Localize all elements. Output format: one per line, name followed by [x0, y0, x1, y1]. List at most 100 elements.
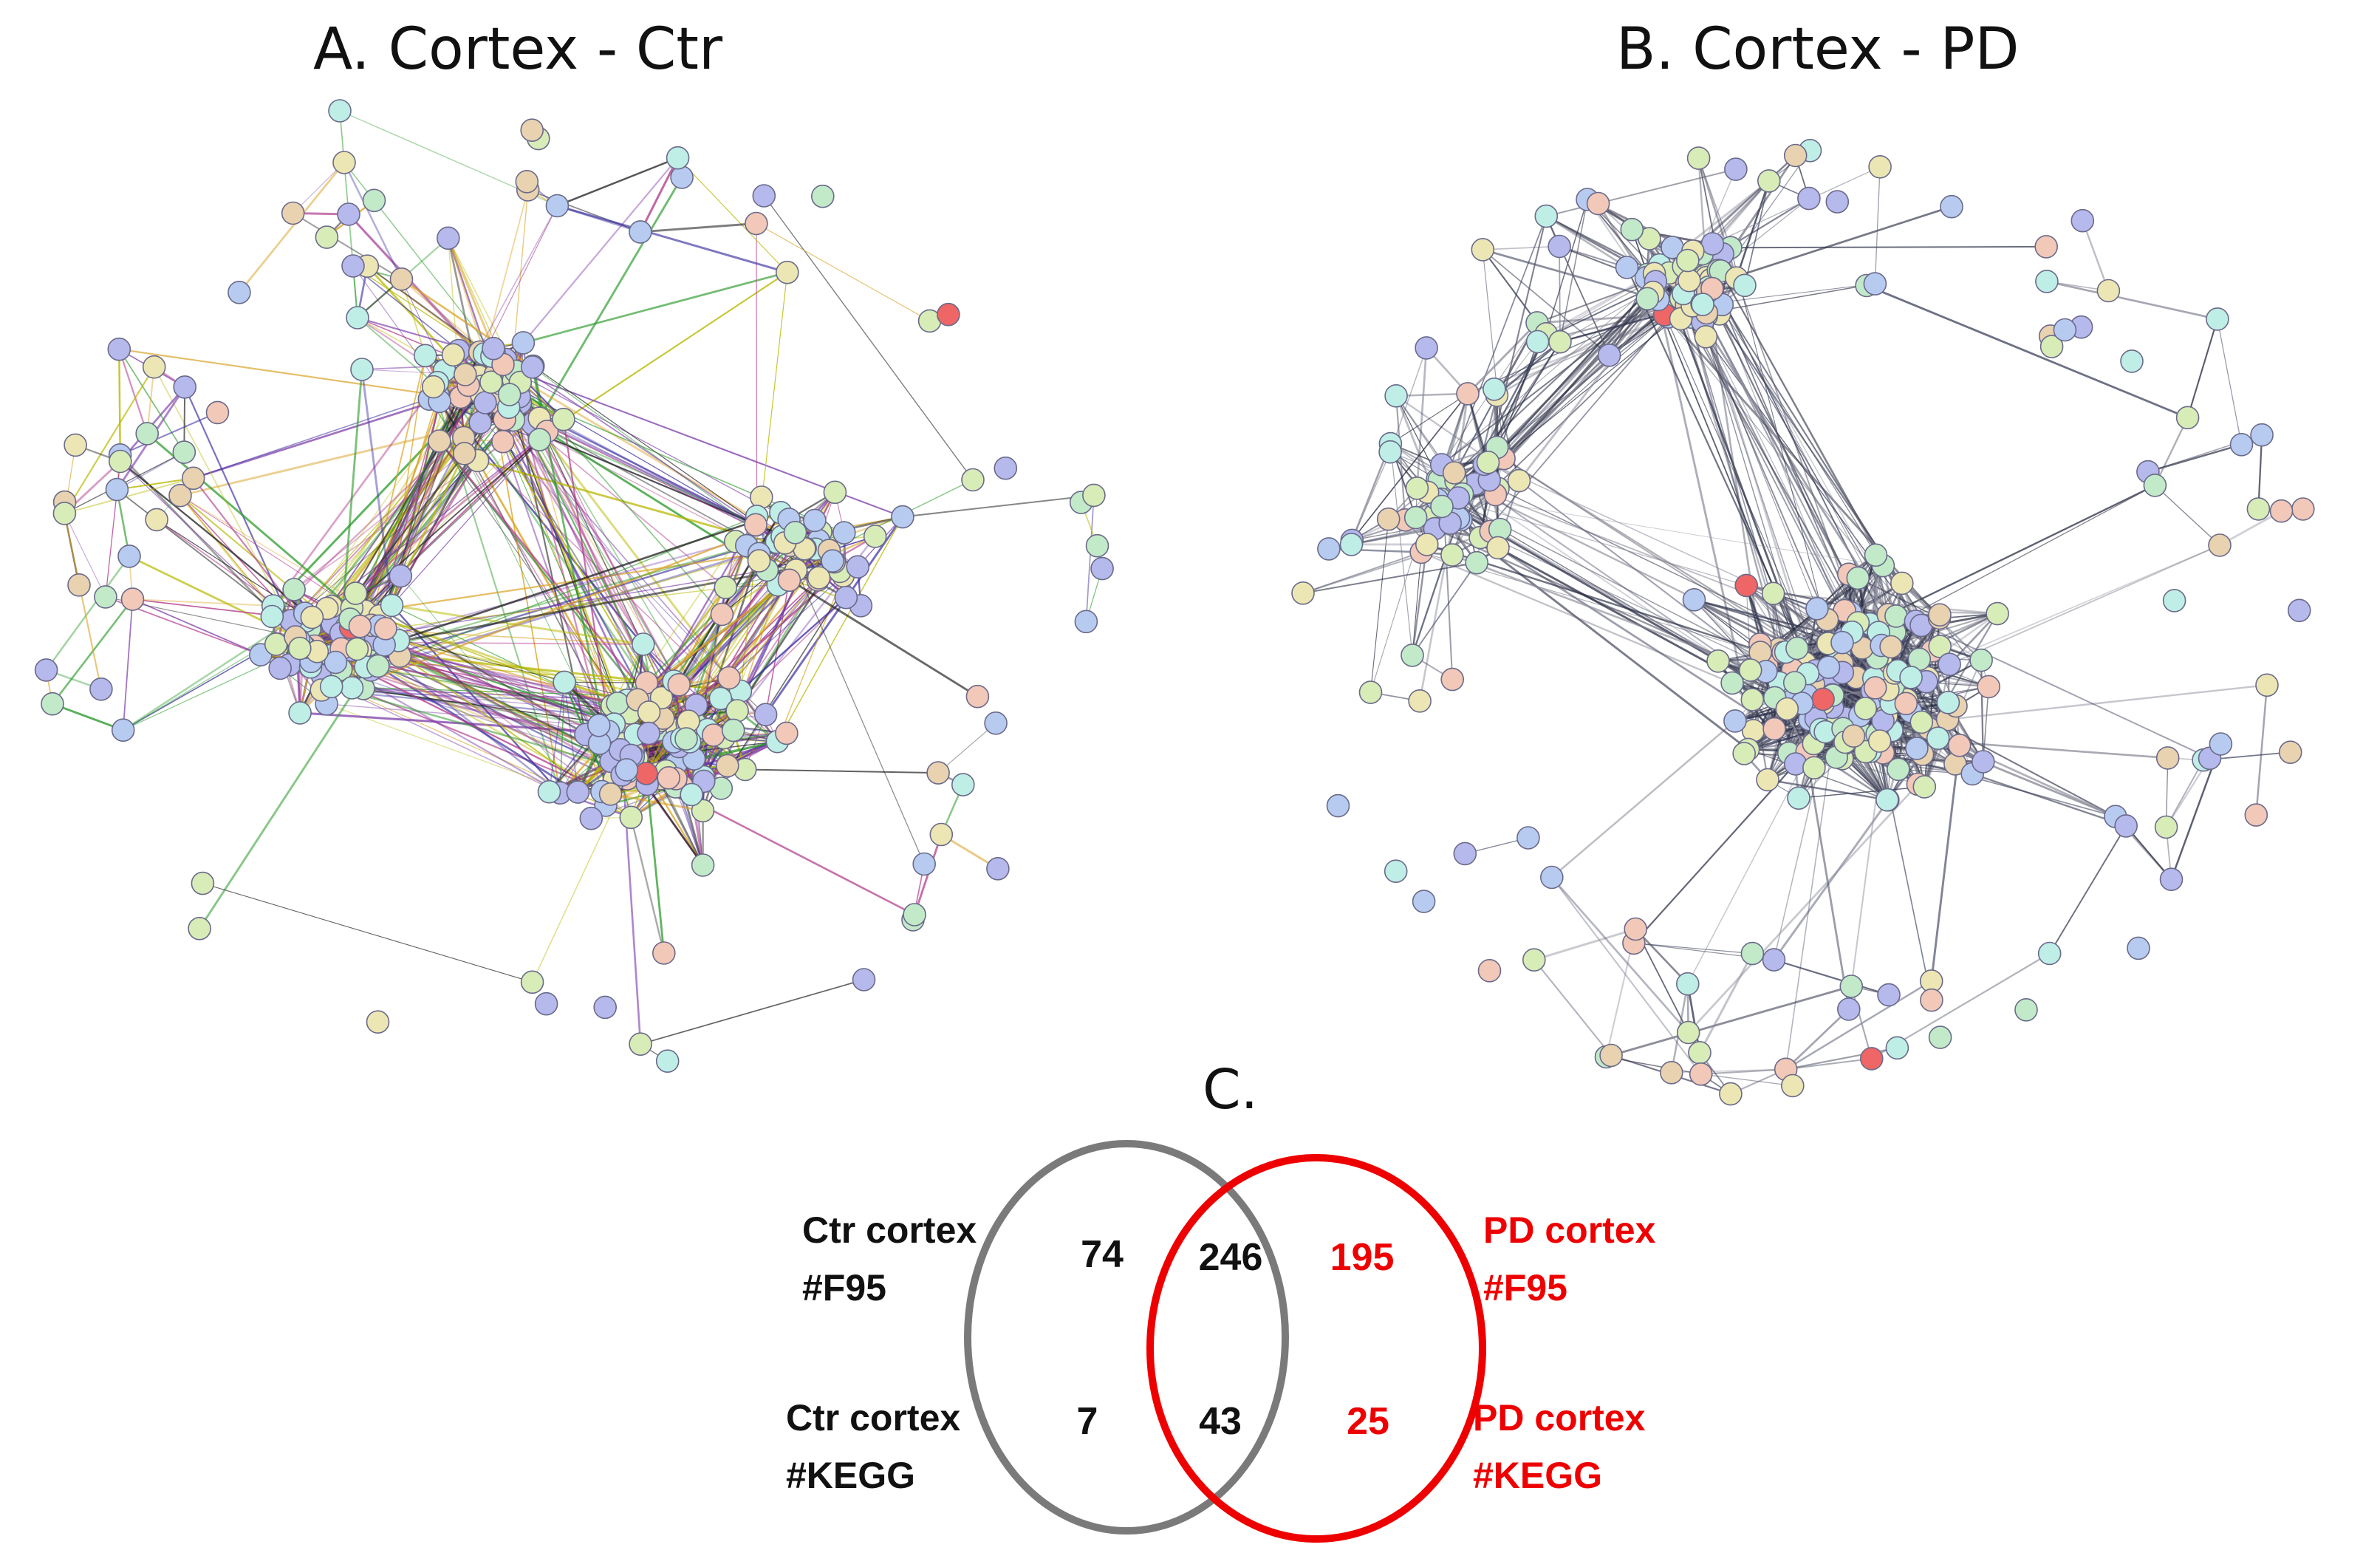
network-node: [2287, 598, 2311, 623]
network-node: [1291, 581, 1315, 605]
network-pd-cortex: [1291, 139, 2315, 1106]
network-edge: [1980, 660, 1984, 762]
network-node: [1615, 256, 1639, 279]
network-edge: [1494, 341, 1561, 390]
network-edge: [1545, 276, 1647, 335]
network-node: [1465, 550, 1489, 575]
network-edge: [1482, 249, 1538, 324]
network-node: [173, 375, 196, 399]
network-node: [2114, 814, 2138, 838]
network-node: [2229, 432, 2254, 457]
network-edge: [1457, 333, 1548, 499]
network-edge: [1480, 316, 1669, 539]
network-node: [348, 614, 372, 638]
network-node: [926, 761, 950, 785]
network-node: [1879, 635, 1903, 659]
network-edge: [120, 460, 313, 618]
network-edge: [776, 576, 844, 742]
network-node: [657, 765, 681, 790]
network-edge: [391, 439, 540, 606]
network-node: [1700, 232, 1725, 256]
network-edge: [1882, 564, 1940, 616]
network-node: [1890, 571, 1914, 595]
network-node: [1678, 268, 1701, 293]
network-node: [1477, 959, 1502, 983]
network-node: [1905, 737, 1929, 760]
network-node: [986, 857, 1010, 881]
network-node: [288, 701, 312, 725]
network-node: [315, 225, 339, 249]
network-edge: [123, 619, 292, 731]
network-node: [714, 576, 738, 600]
network-edge: [687, 553, 761, 722]
network-node: [691, 799, 715, 823]
network-node: [1936, 690, 1960, 714]
network-edge: [523, 271, 788, 344]
network-node: [413, 344, 437, 368]
network-node: [1548, 330, 1572, 354]
network-edge: [745, 768, 939, 774]
network-edge: [1610, 985, 1852, 1057]
network-node: [2162, 589, 2186, 612]
network-node: [1775, 697, 1799, 721]
network-edge: [1482, 248, 1659, 301]
network-edge: [499, 363, 790, 520]
network-edge: [1546, 168, 1737, 217]
network-edge: [1085, 495, 1095, 622]
network-node: [337, 202, 360, 226]
network-node: [1863, 676, 1887, 700]
panel-a-title: A. Cortex - Ctr: [313, 16, 723, 83]
network-node: [1317, 537, 1341, 561]
network-edge: [784, 542, 925, 864]
network-node: [821, 549, 844, 573]
network-edge: [349, 381, 492, 620]
network-edge: [1533, 959, 1612, 1057]
network-node: [380, 593, 404, 618]
network-edge: [2217, 318, 2243, 445]
network-edge: [1712, 166, 1881, 245]
network-edge: [352, 687, 615, 725]
network-edge: [368, 646, 623, 776]
network-edge: [1687, 783, 1919, 1034]
network-node: [1947, 733, 1972, 757]
network-node: [452, 442, 476, 465]
network-node: [1548, 234, 1571, 259]
network-node: [1688, 1041, 1712, 1065]
network-node: [863, 525, 887, 548]
network-node: [2014, 998, 2038, 1022]
network-node: [1507, 468, 1531, 493]
network-node: [674, 727, 698, 751]
network-edge: [343, 162, 403, 280]
network-edge: [275, 644, 301, 714]
network-node: [1785, 636, 1809, 661]
network-node: [1877, 983, 1901, 1007]
network-edge: [132, 598, 273, 607]
network-node: [1863, 272, 1887, 296]
network-edge: [547, 271, 788, 432]
network-node: [745, 211, 768, 236]
network-node: [629, 1032, 652, 1056]
network-edge: [739, 272, 788, 692]
network-node: [747, 549, 771, 573]
network-node: [744, 513, 767, 537]
network-node: [1074, 610, 1098, 634]
network-edge: [2165, 760, 2204, 827]
network-node: [965, 684, 990, 709]
network-node: [2070, 208, 2095, 233]
network-edge: [1983, 686, 1989, 762]
network-edge: [340, 418, 564, 631]
network-node: [545, 194, 570, 218]
network-node: [1453, 842, 1477, 866]
network-node: [811, 184, 835, 208]
network-node: [701, 723, 725, 747]
network-node: [1694, 324, 1718, 349]
network-edge: [1785, 1008, 1850, 1071]
network-node: [328, 99, 352, 123]
network-node: [366, 1010, 390, 1034]
network-edge: [122, 599, 134, 731]
network-node: [951, 773, 975, 796]
network-edge: [1633, 942, 1753, 955]
network-edge: [1302, 562, 1477, 594]
network-edge: [1850, 986, 1873, 1059]
network-edge: [464, 453, 620, 713]
